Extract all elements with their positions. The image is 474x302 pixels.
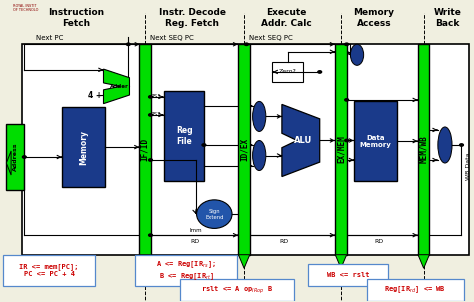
Polygon shape (139, 255, 151, 268)
Text: Reg
File: Reg File (176, 126, 192, 146)
Circle shape (149, 96, 153, 98)
Text: Address: Address (13, 143, 18, 171)
Ellipse shape (253, 101, 266, 131)
Circle shape (318, 71, 321, 73)
Polygon shape (335, 255, 346, 268)
Text: RS2: RS2 (151, 112, 161, 117)
FancyBboxPatch shape (3, 255, 95, 286)
Circle shape (149, 114, 153, 116)
Text: MEM/WB: MEM/WB (419, 136, 428, 163)
FancyBboxPatch shape (238, 44, 250, 255)
Text: Instr. Decode
Reg. Fetch: Instr. Decode Reg. Fetch (159, 8, 226, 27)
FancyBboxPatch shape (418, 44, 429, 255)
Text: IR <= mem[PC];
PC <= PC + 4: IR <= mem[PC]; PC <= PC + 4 (19, 264, 79, 278)
FancyBboxPatch shape (354, 101, 397, 181)
FancyBboxPatch shape (180, 279, 294, 301)
Circle shape (460, 144, 464, 146)
Text: IF/ID: IF/ID (140, 138, 149, 161)
Text: WB Data: WB Data (466, 152, 471, 180)
Circle shape (149, 159, 153, 161)
Circle shape (345, 139, 348, 142)
Circle shape (149, 234, 153, 236)
Text: Imm: Imm (190, 228, 202, 233)
Text: WB <= rslt: WB <= rslt (327, 272, 369, 278)
Text: RS1: RS1 (151, 95, 161, 99)
Text: ALU: ALU (294, 136, 312, 145)
Text: Zero?: Zero? (279, 69, 297, 74)
Text: A <= Reg[IR$_{rs}$];
B <= Reg[IR$_{rt}$]: A <= Reg[IR$_{rs}$]; B <= Reg[IR$_{rt}$] (156, 259, 216, 282)
Polygon shape (103, 69, 129, 104)
Text: Reg[IR$_{rd}$] <= WB: Reg[IR$_{rd}$] <= WB (384, 284, 447, 295)
Circle shape (345, 99, 348, 101)
Text: Execute
Addr. Calc: Execute Addr. Calc (261, 8, 312, 27)
FancyBboxPatch shape (164, 91, 204, 181)
Text: Data
Memory: Data Memory (360, 135, 392, 148)
Circle shape (22, 156, 26, 158)
Polygon shape (238, 255, 250, 268)
Ellipse shape (197, 200, 232, 228)
Text: RD: RD (280, 239, 289, 244)
Text: Memory: Memory (79, 130, 88, 165)
Polygon shape (6, 151, 11, 175)
Text: RD: RD (190, 239, 199, 244)
Circle shape (245, 43, 248, 46)
FancyBboxPatch shape (136, 255, 237, 286)
Text: Next SEQ PC: Next SEQ PC (249, 35, 292, 41)
Text: 4 +: 4 + (88, 91, 102, 100)
Text: ROYAL INSTIT
OF TECHNOLO: ROYAL INSTIT OF TECHNOLO (12, 4, 38, 12)
Text: RD: RD (374, 239, 383, 244)
Text: EX/MEM: EX/MEM (337, 136, 346, 163)
FancyBboxPatch shape (273, 62, 303, 82)
Ellipse shape (253, 140, 266, 171)
Polygon shape (418, 255, 429, 268)
Text: Sign
Extend: Sign Extend (205, 209, 224, 220)
Text: Write
Back: Write Back (433, 8, 461, 27)
Text: rslt <= A op$_{IRop}$ B: rslt <= A op$_{IRop}$ B (201, 284, 273, 296)
FancyBboxPatch shape (22, 44, 469, 255)
FancyBboxPatch shape (62, 108, 105, 187)
Text: Next PC: Next PC (36, 35, 64, 41)
Text: Next SEQ PC: Next SEQ PC (150, 35, 193, 41)
FancyBboxPatch shape (308, 264, 388, 286)
Text: ID/EX: ID/EX (239, 138, 248, 161)
Circle shape (127, 43, 130, 46)
Ellipse shape (438, 127, 452, 163)
Polygon shape (282, 104, 319, 177)
Text: Memory
Access: Memory Access (354, 8, 394, 27)
Ellipse shape (350, 44, 364, 65)
Circle shape (202, 144, 206, 146)
FancyBboxPatch shape (335, 44, 346, 255)
Circle shape (345, 43, 348, 46)
FancyBboxPatch shape (6, 124, 24, 190)
Text: Instruction
Fetch: Instruction Fetch (48, 8, 104, 27)
FancyBboxPatch shape (139, 44, 151, 255)
FancyBboxPatch shape (367, 279, 464, 301)
Text: Adder: Adder (109, 84, 128, 89)
